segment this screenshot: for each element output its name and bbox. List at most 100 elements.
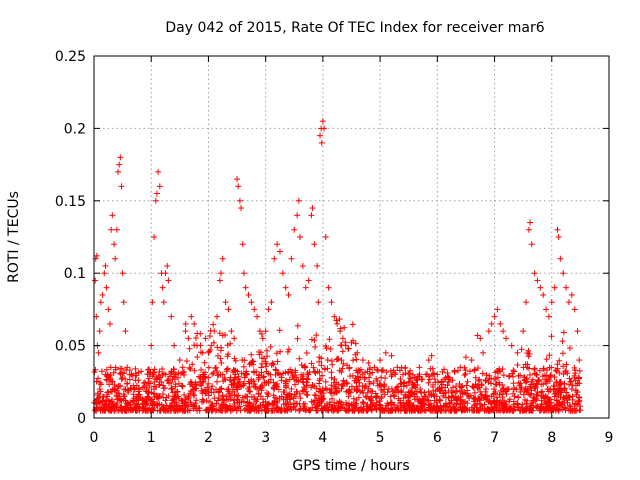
data-point	[554, 226, 561, 233]
data-point	[259, 335, 266, 342]
data-point	[531, 270, 538, 277]
data-point	[334, 320, 341, 327]
data-point	[563, 284, 570, 291]
data-point	[160, 299, 167, 306]
data-point	[113, 226, 120, 233]
data-point	[152, 197, 159, 204]
data-point	[565, 299, 572, 306]
data-point	[148, 342, 155, 349]
data-point	[302, 284, 309, 291]
data-point	[103, 284, 110, 291]
data-point	[214, 378, 221, 385]
y-axis-label: ROTI / TECUs	[6, 191, 22, 283]
data-point	[109, 212, 116, 219]
y-tick-label: 0.05	[55, 339, 86, 355]
data-point	[520, 328, 527, 335]
data-point	[285, 291, 292, 298]
y-tick-label: 0.2	[64, 121, 86, 137]
x-tick-label: 9	[605, 430, 614, 446]
data-point	[543, 306, 550, 313]
data-point	[182, 328, 189, 335]
data-point	[117, 154, 124, 161]
data-point	[503, 335, 509, 342]
data-point	[288, 386, 295, 393]
data-point	[240, 270, 247, 277]
data-point	[107, 320, 114, 327]
data-point	[315, 299, 322, 306]
data-point	[365, 359, 372, 366]
data-point	[555, 234, 562, 240]
x-tick-label: 3	[261, 430, 270, 446]
data-point	[188, 313, 195, 320]
axis-ticks	[93, 55, 610, 419]
data-point	[571, 306, 578, 313]
data-point	[238, 205, 245, 212]
data-point	[362, 393, 369, 400]
data-point	[297, 234, 303, 240]
data-point	[268, 299, 275, 306]
data-point	[262, 328, 269, 335]
data-point	[242, 284, 249, 291]
data-point	[162, 270, 169, 277]
data-point	[216, 277, 223, 284]
data-point	[382, 349, 389, 356]
data-point	[208, 342, 215, 349]
data-point	[276, 248, 283, 255]
x-tick-label: 8	[547, 430, 556, 446]
data-point	[96, 328, 103, 335]
data-point	[118, 183, 125, 190]
data-point	[159, 284, 166, 291]
data-point	[225, 306, 232, 313]
data-point	[219, 255, 226, 262]
data-point	[274, 241, 281, 248]
data-point	[417, 386, 424, 393]
data-point	[545, 313, 552, 320]
data-point	[102, 262, 109, 269]
data-point	[93, 252, 100, 259]
data-point	[96, 386, 103, 393]
data-point	[202, 335, 209, 342]
data-point	[164, 262, 171, 269]
dense-band-points	[91, 316, 584, 414]
data-point	[251, 306, 258, 313]
data-point	[314, 262, 321, 269]
data-point	[288, 255, 295, 262]
data-point	[388, 352, 395, 359]
data-point	[149, 299, 156, 306]
data-point	[228, 328, 235, 335]
data-point	[328, 299, 335, 306]
data-point	[534, 277, 541, 284]
data-point	[331, 313, 338, 320]
data-point	[185, 335, 192, 342]
data-point	[291, 226, 298, 233]
y-tick-label: 0.15	[55, 194, 86, 210]
data-point	[151, 234, 158, 240]
data-point	[305, 277, 312, 284]
data-point	[214, 313, 221, 320]
data-point	[548, 299, 555, 306]
data-point	[254, 313, 261, 320]
x-tick-label: 0	[90, 430, 99, 446]
data-point	[231, 335, 238, 342]
data-point	[325, 284, 332, 291]
data-point	[576, 357, 583, 364]
data-point	[462, 354, 469, 361]
data-point	[245, 291, 252, 298]
data-point	[551, 284, 558, 291]
data-point	[319, 118, 326, 125]
data-point	[321, 125, 328, 132]
data-point	[322, 378, 329, 385]
data-point	[279, 270, 286, 277]
data-points	[92, 118, 583, 407]
data-point	[120, 299, 127, 306]
data-point	[317, 132, 324, 139]
data-point	[359, 357, 366, 364]
data-point	[176, 357, 183, 364]
data-point	[480, 349, 487, 356]
data-point	[116, 161, 123, 168]
data-point	[568, 386, 575, 393]
data-point	[156, 183, 163, 190]
data-point	[153, 190, 160, 197]
data-point	[295, 197, 302, 204]
data-point	[105, 306, 112, 313]
